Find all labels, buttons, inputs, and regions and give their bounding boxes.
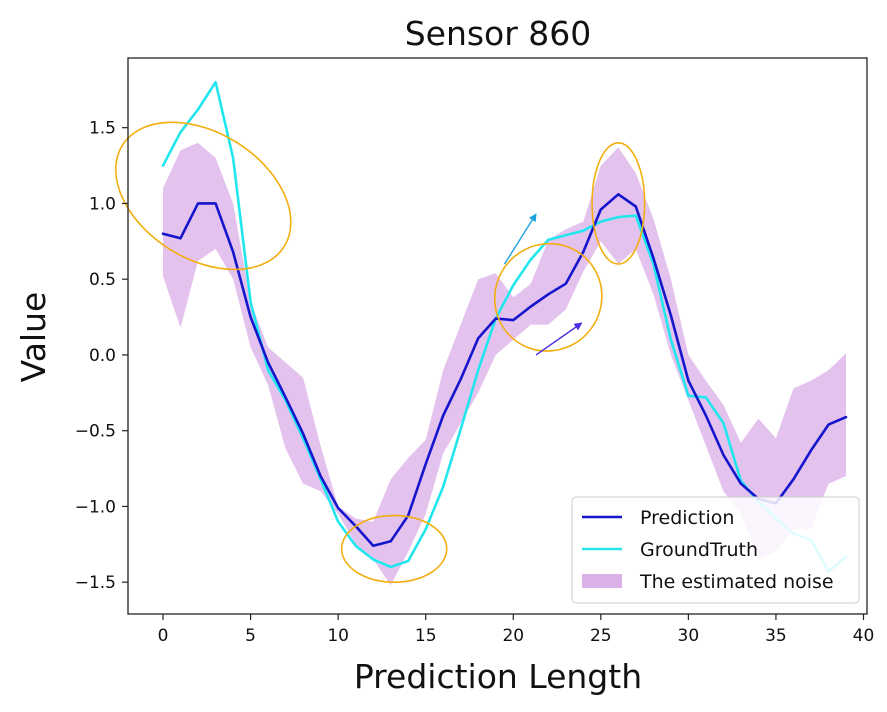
x-tick-label: 20 xyxy=(502,626,524,646)
x-tick-label: 25 xyxy=(590,626,612,646)
trend-arrow-1 xyxy=(503,213,537,265)
x-tick-label: 35 xyxy=(765,626,787,646)
x-tick-label: 5 xyxy=(245,626,256,646)
x-axis-ticks: 0 5 10 15 20 25 30 35 40 xyxy=(158,614,875,646)
legend-label-prediction: Prediction xyxy=(640,507,734,529)
highlight-ellipse-3 xyxy=(591,142,646,265)
legend: Prediction GroundTruth The estimated noi… xyxy=(571,496,860,604)
x-tick-label: 30 xyxy=(678,626,700,646)
series-line-prediction xyxy=(161,193,848,548)
x-tick-label: 10 xyxy=(327,626,349,646)
y-axis-ticks: 1.5 1.0 0.5 0.0 −0.5 −1.0 −1.5 xyxy=(75,119,128,593)
legend-box xyxy=(571,496,860,604)
y-tick-label: 0.0 xyxy=(89,346,116,366)
y-tick-label: −0.5 xyxy=(75,422,116,442)
plot-frame xyxy=(127,57,868,615)
highlight-ellipse-4 xyxy=(340,514,448,583)
y-tick-label: 1.5 xyxy=(89,119,116,139)
legend-label-noise: The estimated noise xyxy=(639,571,834,593)
annotation-layer xyxy=(114,121,646,583)
x-tick-label: 0 xyxy=(158,626,169,646)
x-tick-label: 15 xyxy=(415,626,437,646)
legend-swatch-noise xyxy=(582,574,622,588)
series-line-groundtruth xyxy=(161,80,848,573)
x-axis-label: Prediction Length xyxy=(354,657,642,696)
y-tick-label: −1.0 xyxy=(75,497,116,517)
trend-arrow-2 xyxy=(535,322,583,356)
legend-label-groundtruth: GroundTruth xyxy=(640,539,758,561)
y-tick-label: 1.0 xyxy=(89,194,116,214)
highlight-ellipse-1 xyxy=(114,121,292,271)
x-tick-label: 40 xyxy=(853,626,875,646)
chart-title: Sensor 860 xyxy=(405,14,592,53)
highlight-ellipse-2 xyxy=(493,242,603,352)
y-tick-label: 0.5 xyxy=(89,270,116,290)
y-axis-label: Value xyxy=(14,292,53,383)
y-tick-label: −1.5 xyxy=(75,573,116,593)
